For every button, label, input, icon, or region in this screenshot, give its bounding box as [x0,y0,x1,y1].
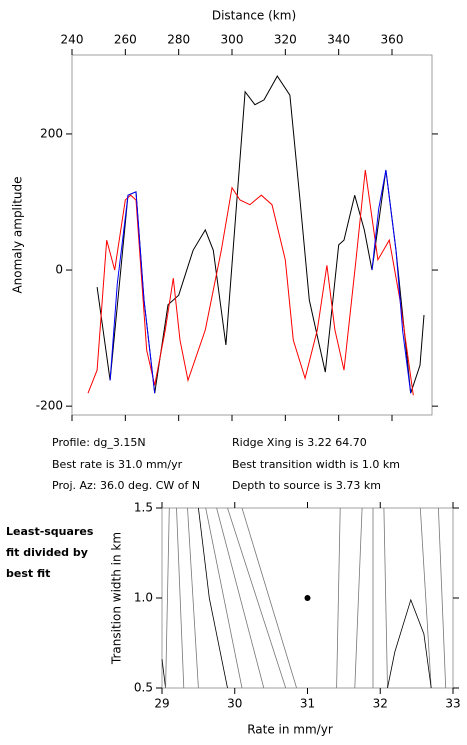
line [176,507,185,689]
info-text: Best rate is 31.0 mm/yr [52,458,183,471]
info-text: Best transition width is 1.0 km [232,458,400,471]
line [354,507,363,689]
info-text: Depth to source is 3.73 km [232,479,381,492]
info-text: Ridge Xing is 3.22 64.70 [232,436,367,449]
line [205,507,243,689]
line [87,169,414,396]
line [161,659,166,689]
line [336,507,341,689]
x-tick-label: 29 [154,697,169,711]
x-tick-label: 260 [114,33,137,47]
x-tick-label: 320 [274,33,297,47]
x-tick-label: 30 [227,697,242,711]
x-tick-label: 280 [167,33,190,47]
x-tick-label: 360 [381,33,404,47]
x-tick-label: 240 [61,33,84,47]
y-tick-label: 0.5 [134,681,153,695]
y-tick-label: 200 [40,126,63,140]
line [419,507,432,689]
line [187,507,199,689]
line [109,169,412,394]
y-axis-title: Anomaly amplitude [11,176,25,293]
x-axis-title: Rate in mm/yr [247,723,333,737]
line [387,598,432,689]
line [241,507,297,689]
line [198,507,228,689]
y-tick-label: 0 [55,263,63,277]
line [383,507,388,689]
x-tick-label: 340 [327,33,350,47]
line [165,507,170,689]
best-fit-point [304,595,311,601]
x-tick-label: 33 [445,697,460,711]
x-tick-label: 32 [373,697,388,711]
frame [71,54,433,416]
x-axis-title: Distance (km) [212,9,296,23]
y-tick-label: -200 [36,399,63,413]
y-axis-title: Transition width in km [110,532,124,665]
annotation: fit divided by [6,546,88,559]
info-text: Proj. Az: 36.0 deg. CW of N [52,479,200,492]
annotation: best fit [6,567,50,580]
line [227,507,287,689]
line [216,507,265,689]
line [438,507,447,689]
annotation: Least-squares [6,525,94,538]
info-text: Profile: dg_3.15N [52,436,146,449]
x-tick-label: 300 [221,33,244,47]
x-tick-label: 31 [300,697,315,711]
y-tick-label: 1.0 [134,591,153,605]
y-tick-label: 1.5 [134,501,153,515]
